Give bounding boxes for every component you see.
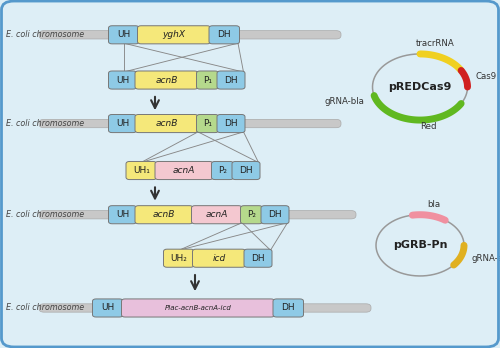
Text: E. coli chromosome: E. coli chromosome: [6, 30, 84, 39]
Text: DH: DH: [218, 30, 231, 39]
FancyBboxPatch shape: [196, 71, 218, 89]
FancyBboxPatch shape: [212, 161, 234, 180]
Text: UH: UH: [117, 30, 130, 39]
Text: gRNA-spacer: gRNA-spacer: [472, 254, 500, 263]
Text: P₁: P₁: [203, 76, 212, 85]
Text: UH: UH: [116, 210, 129, 219]
FancyBboxPatch shape: [92, 299, 123, 317]
FancyBboxPatch shape: [244, 249, 272, 267]
Text: icd: icd: [212, 254, 226, 263]
Text: tracrRNA: tracrRNA: [416, 39, 455, 48]
Text: Red: Red: [420, 122, 436, 131]
FancyBboxPatch shape: [108, 114, 136, 133]
Text: P₂: P₂: [247, 210, 256, 219]
FancyBboxPatch shape: [217, 71, 245, 89]
FancyBboxPatch shape: [164, 249, 194, 267]
Text: UH: UH: [101, 303, 114, 313]
Text: Plac-acnB-acnA-icd: Plac-acnB-acnA-icd: [164, 305, 232, 311]
Text: UH₁: UH₁: [133, 166, 150, 175]
Text: DH: DH: [239, 166, 253, 175]
Text: P₁: P₁: [203, 119, 212, 128]
Text: gRNA-bla: gRNA-bla: [324, 97, 364, 106]
FancyBboxPatch shape: [217, 114, 245, 133]
FancyBboxPatch shape: [39, 119, 341, 128]
Text: DH: DH: [224, 76, 238, 85]
Text: Cas9: Cas9: [475, 72, 496, 81]
FancyBboxPatch shape: [126, 161, 156, 180]
FancyBboxPatch shape: [135, 71, 198, 89]
Text: acnA: acnA: [173, 166, 195, 175]
Text: DH: DH: [224, 119, 238, 128]
FancyBboxPatch shape: [39, 211, 356, 219]
Text: acnA: acnA: [206, 210, 228, 219]
FancyBboxPatch shape: [135, 206, 193, 224]
FancyBboxPatch shape: [108, 71, 136, 89]
Text: DH: DH: [282, 303, 295, 313]
FancyBboxPatch shape: [122, 299, 274, 317]
Text: acnB: acnB: [153, 210, 175, 219]
FancyBboxPatch shape: [209, 26, 240, 44]
Text: bla: bla: [428, 200, 440, 209]
Text: DH: DH: [268, 210, 282, 219]
Text: UH₂: UH₂: [170, 254, 187, 263]
FancyBboxPatch shape: [39, 304, 371, 312]
FancyBboxPatch shape: [138, 26, 210, 44]
Text: acnB: acnB: [156, 76, 178, 85]
Text: pREDCas9: pREDCas9: [388, 82, 452, 92]
Text: E. coli chromosome: E. coli chromosome: [6, 119, 84, 128]
FancyBboxPatch shape: [108, 26, 139, 44]
FancyBboxPatch shape: [232, 161, 260, 180]
Text: E. coli chromosome: E. coli chromosome: [6, 210, 84, 219]
Text: P₂: P₂: [218, 166, 227, 175]
FancyBboxPatch shape: [192, 249, 246, 267]
Text: UH: UH: [116, 76, 129, 85]
Text: pGRB-Pn: pGRB-Pn: [393, 240, 448, 250]
FancyBboxPatch shape: [261, 206, 289, 224]
Text: E. coli chromosome: E. coli chromosome: [6, 303, 84, 313]
FancyBboxPatch shape: [192, 206, 242, 224]
Text: yghX: yghX: [162, 30, 186, 39]
FancyBboxPatch shape: [135, 114, 198, 133]
Text: UH: UH: [116, 119, 129, 128]
FancyBboxPatch shape: [196, 114, 218, 133]
FancyBboxPatch shape: [108, 206, 136, 224]
Text: DH: DH: [251, 254, 265, 263]
FancyBboxPatch shape: [273, 299, 304, 317]
Text: acnB: acnB: [156, 119, 178, 128]
FancyBboxPatch shape: [240, 206, 262, 224]
FancyBboxPatch shape: [155, 161, 213, 180]
FancyBboxPatch shape: [39, 31, 341, 39]
